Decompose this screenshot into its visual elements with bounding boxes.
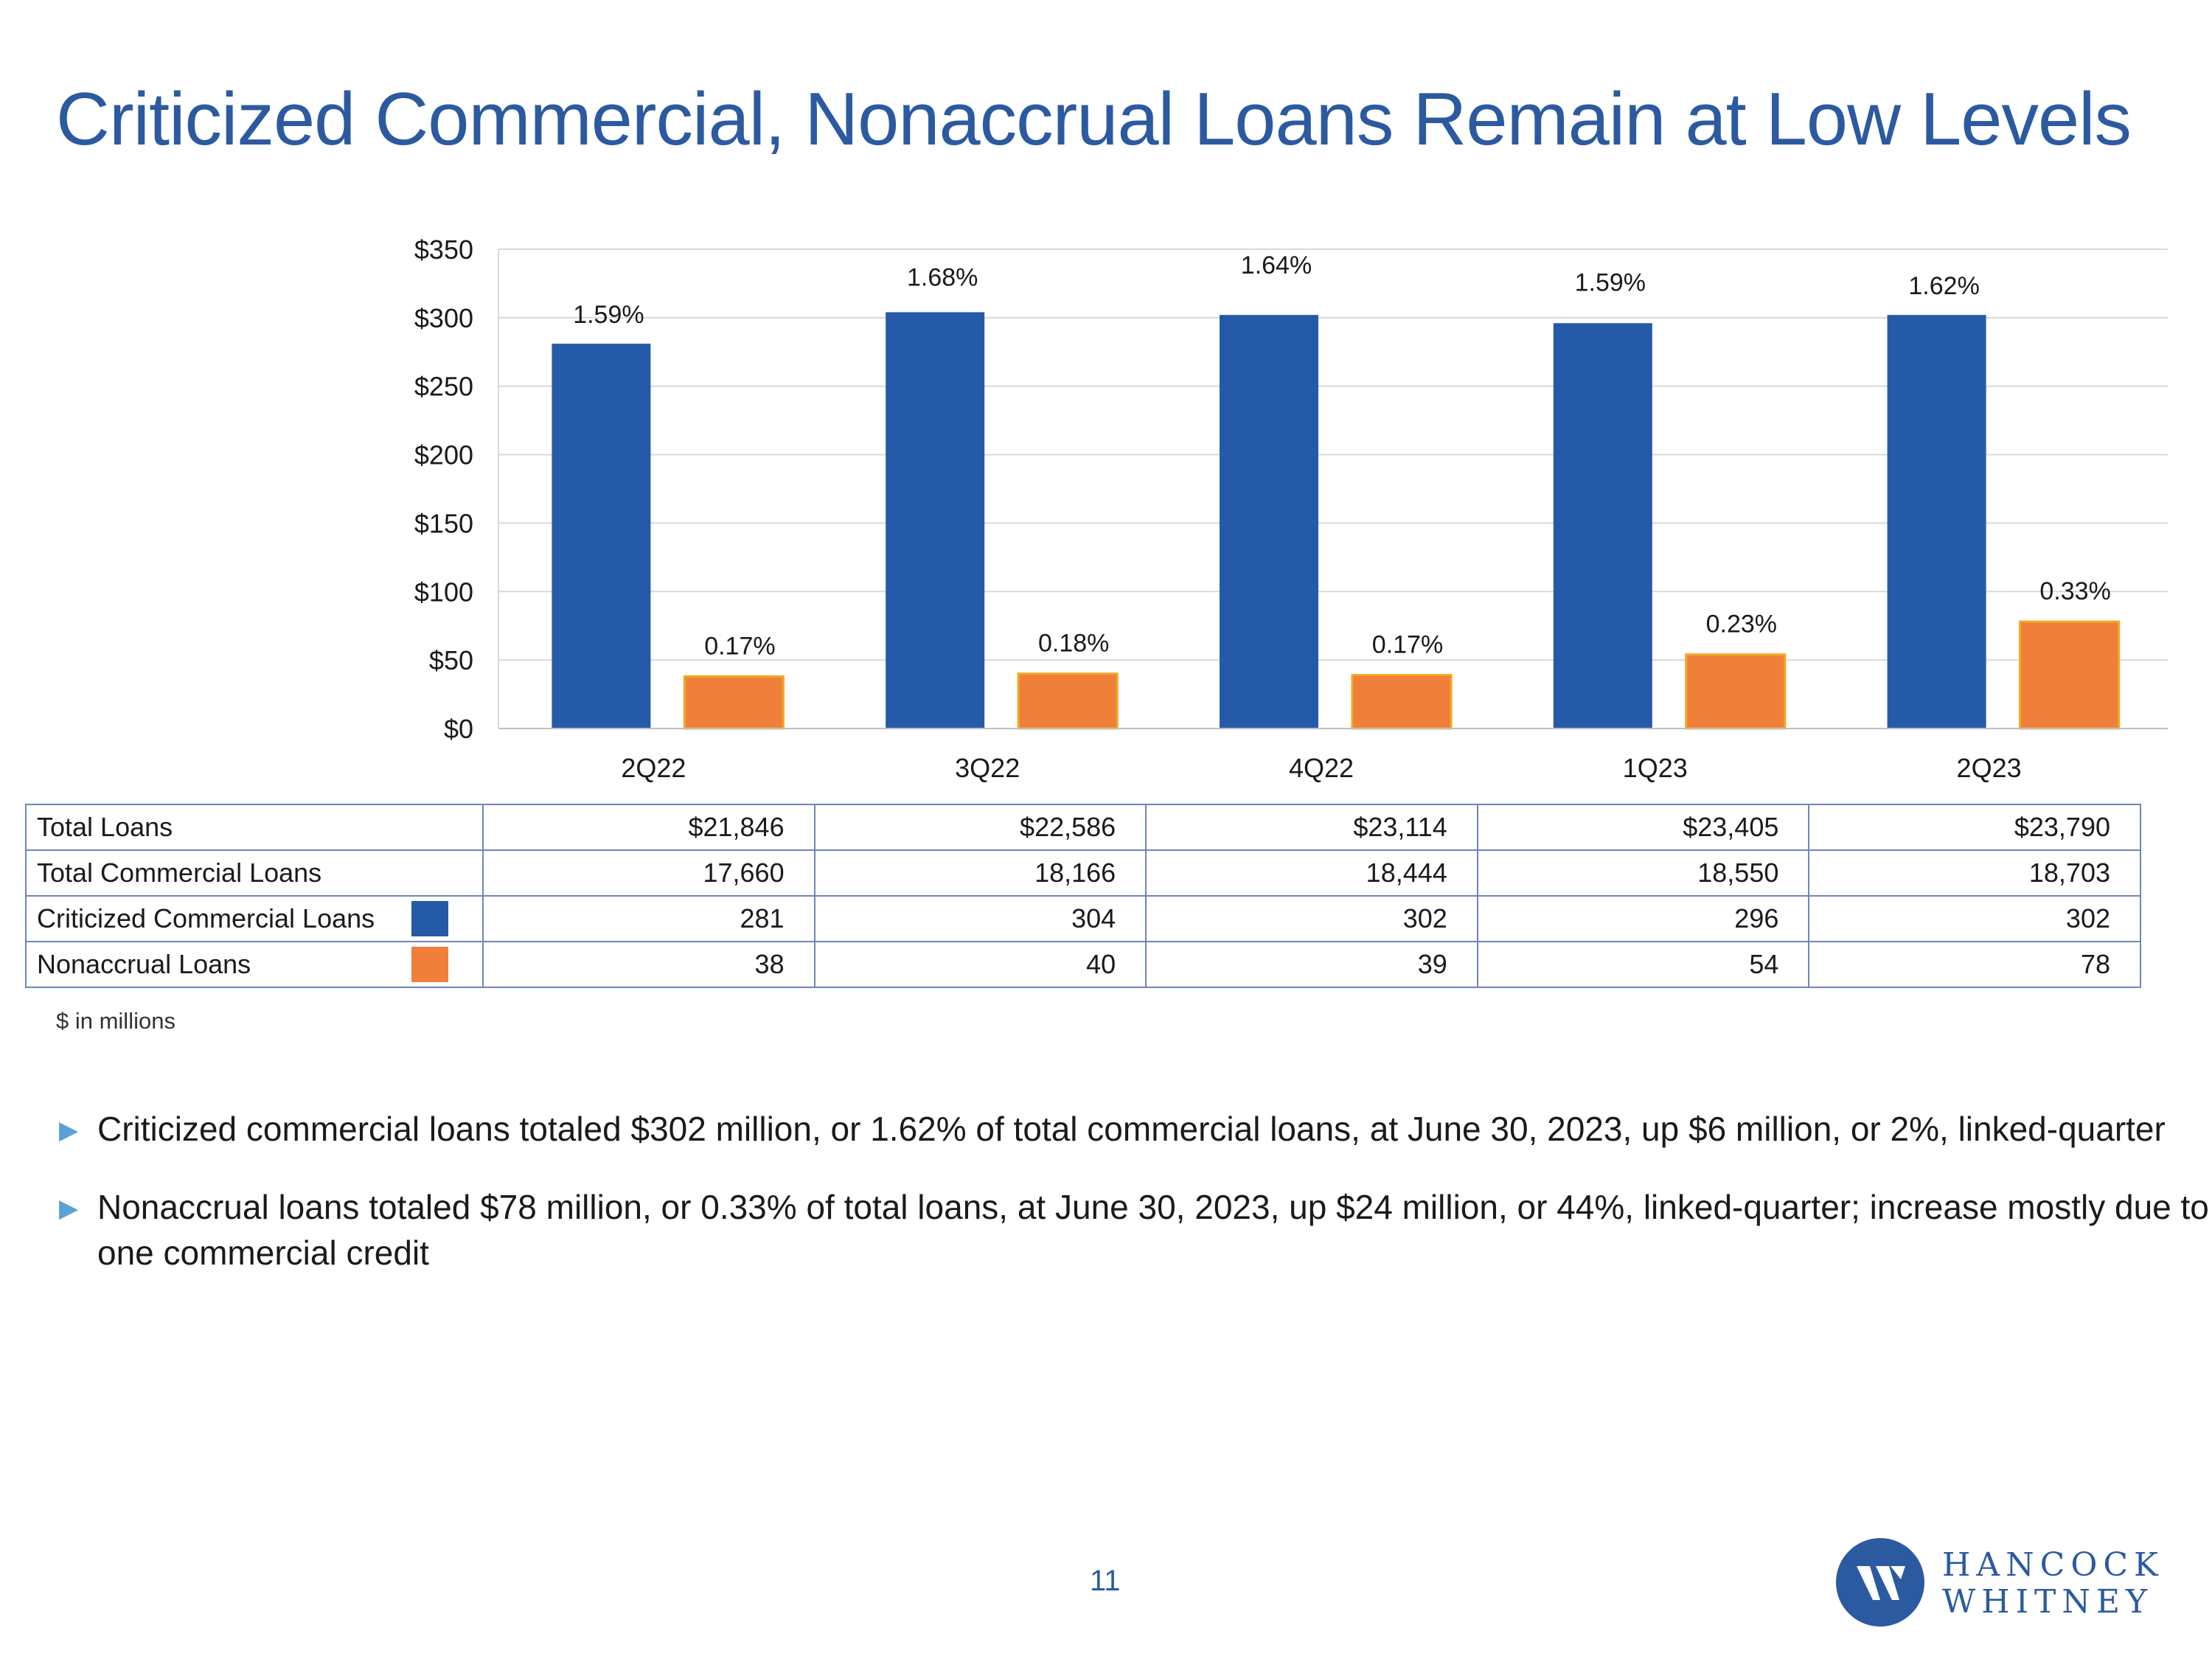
y-tick-label: $350	[414, 234, 473, 265]
table-row: Nonaccrual Loans 38 40 39 54 78	[25, 941, 2141, 988]
criticized-pct-label: 1.68%	[907, 263, 978, 291]
table-cell: 18,703	[1808, 849, 2141, 897]
table-cell: 302	[1145, 895, 1478, 942]
bar-chart: $0 $50 $100 $150 $200 $250 $300 $350 1.59% 0.17% 2…	[414, 234, 2168, 783]
logo-line-1: HANCOCK	[1942, 1546, 2164, 1584]
loans-table: Total Loans $21,846 $22,586 $23,114 $23,…	[25, 804, 2141, 988]
table-cell: 18,550	[1476, 849, 1810, 897]
bullet-list: ▶ Criticized commercial loans totaled $3…	[59, 1106, 2212, 1308]
criticized-pct-label: 1.59%	[573, 301, 644, 329]
hancock-whitney-logo-icon	[1836, 1538, 1924, 1627]
page-title: Criticized Commercial, Nonaccrual Loans …	[56, 78, 2132, 161]
row-label: Total Loans	[25, 804, 484, 851]
y-tick-label: $150	[414, 508, 473, 538]
nonaccrual-bar	[2019, 620, 2121, 730]
criticized-bar	[886, 312, 985, 728]
criticized-legend-swatch	[411, 901, 448, 936]
logo-wordmark: HANCOCK WHITNEY	[1942, 1547, 2164, 1621]
criticized-bar	[1220, 315, 1318, 729]
nonaccrual-pct-label: 0.17%	[1372, 631, 1443, 659]
nonaccrual-bar	[683, 675, 785, 730]
table-cell: $23,114	[1145, 804, 1478, 851]
criticized-bar	[1887, 315, 1986, 729]
table-cell: 296	[1476, 895, 1810, 942]
x-category-label: 3Q22	[955, 753, 1020, 783]
y-tick-label: $100	[414, 577, 473, 607]
bullet-text: Nonaccrual loans totaled $78 million, or…	[97, 1188, 2209, 1272]
table-cell: $22,586	[813, 804, 1147, 851]
criticized-pct-label: 1.64%	[1241, 251, 1312, 279]
bullet-text: Criticized commercial loans totaled $302…	[97, 1110, 2166, 1148]
table-cell: 18,444	[1145, 849, 1478, 897]
table-cell: 281	[482, 895, 815, 942]
table-cell: 40	[813, 941, 1147, 988]
page-number: 11	[1090, 1565, 1121, 1597]
criticized-bar	[552, 344, 651, 729]
row-label: Total Commercial Loans	[25, 849, 484, 897]
table-cell: 302	[1808, 895, 2141, 942]
x-category-label: 1Q23	[1623, 753, 1688, 783]
criticized-bar	[1553, 323, 1652, 728]
nonaccrual-bar	[1351, 674, 1453, 730]
criticized-pct-label: 1.59%	[1575, 268, 1646, 296]
y-tick-label: $300	[414, 303, 473, 333]
nonaccrual-bar	[1685, 653, 1787, 730]
x-category-label: 2Q23	[1957, 753, 2022, 783]
x-category-label: 2Q22	[621, 753, 686, 783]
nonaccrual-pct-label: 0.18%	[1038, 630, 1109, 658]
y-tick-label: $0	[444, 714, 473, 744]
criticized-pct-label: 1.62%	[1908, 272, 1979, 300]
bullet-item: ▶ Criticized commercial loans totaled $3…	[59, 1106, 2212, 1152]
table-cell: 17,660	[482, 849, 815, 897]
nonaccrual-pct-label: 0.23%	[1706, 611, 1777, 639]
y-tick-label: $250	[414, 372, 473, 402]
table-row: Criticized Commercial Loans 281 304 302 …	[25, 895, 2141, 942]
bullet-item: ▶ Nonaccrual loans totaled $78 million, …	[59, 1184, 2212, 1276]
y-tick-label: $50	[429, 645, 473, 675]
table-cell: $21,846	[482, 804, 815, 851]
x-category-label: 4Q22	[1289, 753, 1354, 783]
row-label-text: Nonaccrual Loans	[37, 949, 251, 979]
row-label-nonaccrual: Nonaccrual Loans	[25, 941, 484, 988]
table-cell: $23,405	[1476, 804, 1810, 851]
table-cell: 18,166	[813, 849, 1147, 897]
table-cell: 38	[482, 941, 815, 988]
triangle-bullet-icon: ▶	[59, 1116, 79, 1144]
y-tick-label: $200	[414, 440, 473, 470]
table-cell: 304	[813, 895, 1147, 942]
table-row: Total Commercial Loans 17,660 18,166 18,…	[25, 849, 2141, 897]
triangle-bullet-icon: ▶	[59, 1194, 79, 1222]
nonaccrual-pct-label: 0.17%	[704, 632, 775, 660]
table-cell: $23,790	[1808, 804, 2141, 851]
nonaccrual-legend-swatch	[411, 947, 448, 982]
units-note: $ in millions	[56, 1008, 175, 1034]
table-cell: 39	[1145, 941, 1478, 988]
row-label-criticized: Criticized Commercial Loans	[25, 895, 484, 942]
row-label-text: Criticized Commercial Loans	[37, 903, 375, 933]
table-row: Total Loans $21,846 $22,586 $23,114 $23,…	[25, 804, 2141, 851]
nonaccrual-bar	[1017, 672, 1119, 730]
table-cell: 78	[1808, 941, 2141, 988]
table-cell: 54	[1476, 941, 1810, 988]
nonaccrual-pct-label: 0.33%	[2039, 577, 2110, 605]
logo-line-2: WHITNEY	[1942, 1583, 2153, 1621]
